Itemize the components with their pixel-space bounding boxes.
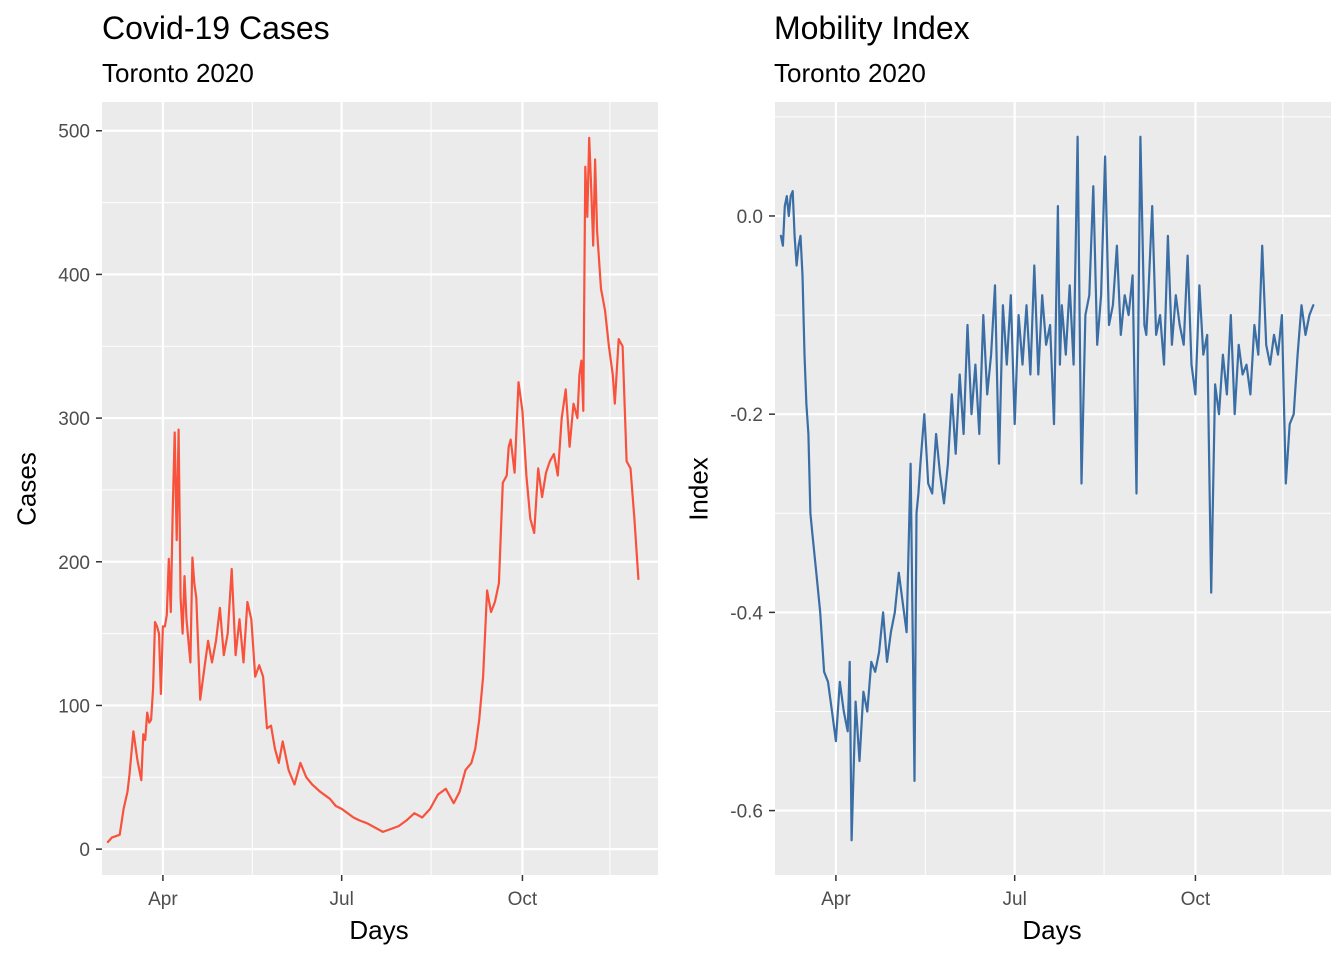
x-tick-label: Apr xyxy=(148,889,178,910)
chart-subtitle: Toronto 2020 xyxy=(774,58,926,88)
y-axis-title: Index xyxy=(683,457,714,521)
cases-chart-panel: Covid-19 Cases Toronto 2020 0 100 200 300 40… xyxy=(11,10,658,945)
plot-background xyxy=(775,102,1331,875)
y-tick-label: 0.0 xyxy=(737,207,763,228)
mobility-line-chart: 0.0 -0.2 -0.4 -0.6 Apr Jul Oct xyxy=(730,102,1331,910)
y-tick-label: 0 xyxy=(79,840,90,861)
y-tick-label: -0.4 xyxy=(730,603,763,624)
y-tick-label: -0.6 xyxy=(730,802,763,823)
y-tick-label: 500 xyxy=(58,122,90,143)
y-tick-label: 200 xyxy=(58,553,90,574)
series-line xyxy=(779,135,1315,842)
x-axis-title: Days xyxy=(349,915,409,945)
y-axis-title: Cases xyxy=(11,452,42,526)
x-tick-label: Oct xyxy=(1181,889,1211,910)
y-tick-label: 100 xyxy=(58,696,90,717)
series-line xyxy=(106,136,640,844)
chart-title: Covid-19 Cases xyxy=(102,10,330,46)
x-tick-label: Jul xyxy=(1003,889,1027,910)
y-tick-label: 400 xyxy=(58,265,90,286)
cases-line-chart: 0 100 200 300 400 500 Apr Jul Oct xyxy=(58,102,658,910)
x-axis-title: Days xyxy=(1022,915,1082,945)
plot-background xyxy=(102,102,658,875)
chart-subtitle: Toronto 2020 xyxy=(102,58,254,88)
mobility-chart-panel: Mobility Index Toronto 2020 0.0 -0.2 -0.4 -… xyxy=(672,0,1344,960)
y-tick-label: -0.2 xyxy=(730,405,763,426)
chart-title: Mobility Index xyxy=(774,10,970,46)
x-tick-label: Apr xyxy=(821,889,851,910)
x-tick-label: Jul xyxy=(330,889,354,910)
x-tick-label: Oct xyxy=(508,889,538,910)
y-tick-label: 300 xyxy=(58,409,90,430)
